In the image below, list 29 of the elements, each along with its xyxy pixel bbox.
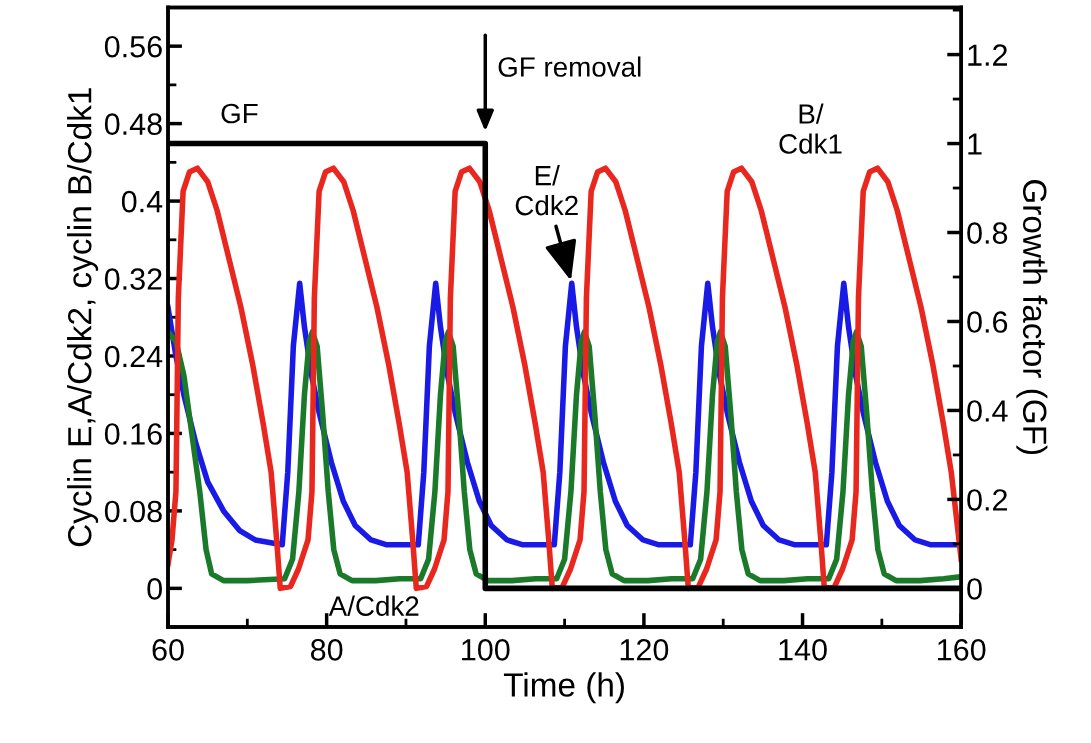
- x-tick-label: 80: [310, 639, 343, 661]
- y-tick-label: 0.48: [104, 113, 162, 135]
- y-tick-label: 0: [147, 578, 162, 600]
- annotation: GF removal: [498, 56, 641, 77]
- y-tick-label: 0.4: [121, 190, 163, 213]
- y2-tick-label: 1.2: [968, 44, 1007, 66]
- annotation: B/ Cdk1: [779, 103, 842, 154]
- y2-tick-label: 0.8: [967, 222, 1008, 244]
- y2-tick-label: 0.2: [967, 489, 1007, 511]
- y2-tick-label: 0.6: [967, 311, 1008, 333]
- x-tick-label: 120: [620, 639, 669, 661]
- y2-tick-label: 1: [968, 133, 982, 155]
- x-axis-title: Time (h): [503, 672, 624, 704]
- x-tick-label: 100: [462, 639, 510, 661]
- y-axis-title: Cyclin E,A/Cdk2, cyclin B/Cdk1: [67, 88, 99, 547]
- annotation: A/Cdk2: [328, 595, 419, 616]
- y-tick-label: 0.32: [104, 268, 162, 290]
- y2-tick-label: 0: [967, 578, 982, 600]
- annotation: GF: [221, 103, 258, 124]
- y-tick-label: 0.08: [104, 500, 162, 523]
- x-tick-label: 160: [938, 639, 986, 661]
- y-tick-label: 0.16: [104, 423, 162, 445]
- y2-tick-label: 0.4: [967, 400, 1008, 422]
- x-tick-label: 60: [152, 639, 184, 661]
- y-tick-label: 0.24: [104, 345, 163, 368]
- annotation: E/ Cdk2: [515, 165, 578, 216]
- x-tick-label: 140: [779, 639, 827, 661]
- y-tick-label: 0.56: [104, 35, 162, 58]
- y2-axis-title: Growth factor (GF): [1016, 180, 1048, 455]
